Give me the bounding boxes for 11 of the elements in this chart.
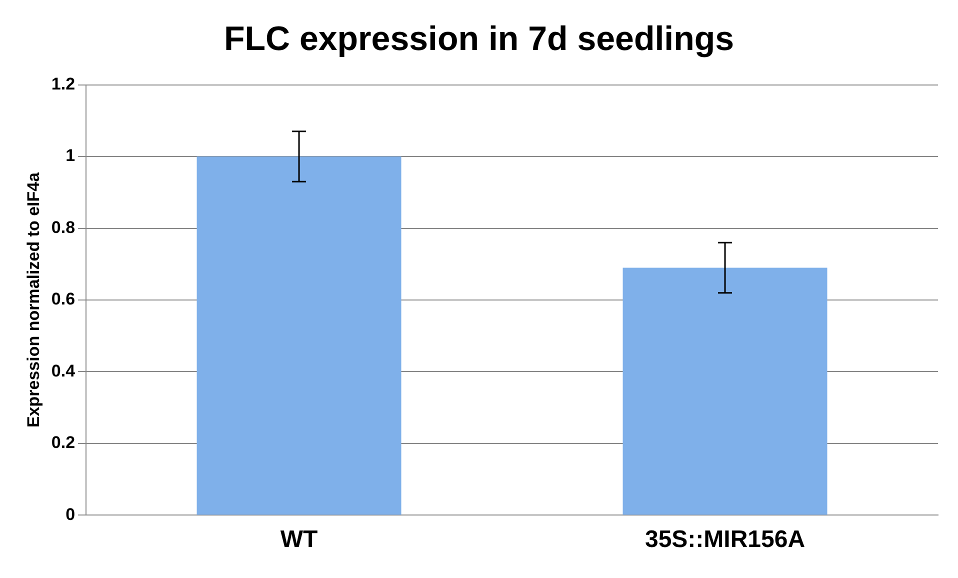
y-tick-label: 0 [66, 504, 76, 524]
y-tick-label: 1.2 [51, 74, 76, 94]
chart-title: FLC expression in 7d seedlings [224, 20, 734, 58]
y-tick-label: 0.4 [51, 361, 76, 380]
y-tick-label: 0.2 [51, 433, 76, 452]
y-tick-label: 0.6 [51, 290, 76, 309]
y-tick-label: 0.8 [51, 218, 76, 237]
x-tick-label: 35S::MIR156A [644, 526, 806, 554]
x-tick-label: WT [280, 526, 318, 554]
y-axis-title: Expression normalized to eIF4a [24, 172, 43, 428]
y-tick-label: 1 [66, 146, 76, 166]
